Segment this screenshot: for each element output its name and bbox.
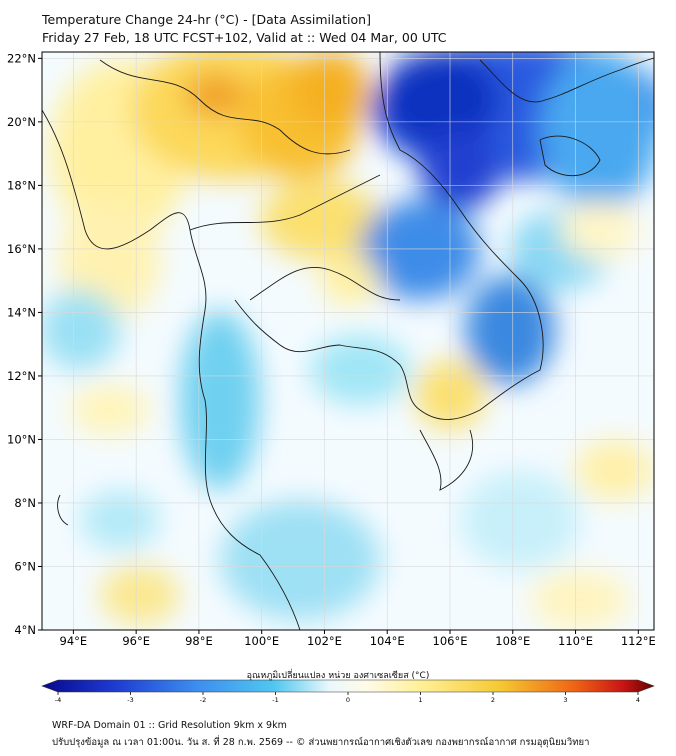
colorbar-ticks: -4 -3 -2 -1 0 1 2 3 4 [55,692,640,704]
colorbar-tick-label: 1 [418,696,422,704]
lon-label: 110°E [558,634,593,648]
coastlines-borders [42,52,654,630]
lat-label: 6°N [14,559,36,573]
lon-label: 94°E [60,634,88,648]
lon-label: 96°E [122,634,150,648]
lon-label: 102°E [307,634,342,648]
colorbar-tick-label: -2 [200,696,206,704]
footer-credit: ปรับปรุงข้อมูล ณ เวลา 01:00น. วัน ส. ที่… [52,737,590,748]
footer-model-info: WRF-DA Domain 01 :: Grid Resolution 9km … [52,720,287,731]
map-title: Temperature Change 24-hr (°C) - [Data As… [42,12,371,27]
lon-label: 112°E [621,634,656,648]
colorbar-tick-label: -4 [55,696,61,704]
lat-label: 4°N [14,623,36,637]
colorbar-tick-label: 3 [563,696,567,704]
longitude-labels: 94°E 96°E 98°E 100°E 102°E 104°E 106°E 108°E 110… [60,630,656,648]
colorbar-label: อุณหภูมิเปลี่ยนแปลง หน่วย องศาเซลเซียส (… [246,671,430,681]
lon-label: 108°E [495,634,530,648]
colorbar-tick-label: 4 [636,696,640,704]
colorbar-tick-label: -1 [272,696,278,704]
lat-label: 12°N [7,369,36,383]
colorbar-tick-label: -3 [127,696,133,704]
plot-frame [41,51,655,631]
colorbar-tick-label: 0 [346,696,350,704]
lon-label: 100°E [244,634,279,648]
lon-label: 98°E [185,634,213,648]
temperature-field [42,52,654,630]
lon-label: 106°E [433,634,468,648]
lon-label: 104°E [370,634,405,648]
latitude-labels: 22°N 20°N 18°N 16°N 14°N 12°N 10°N 8°N 6°N 4°N [7,51,42,637]
colorbar-tick-label: 2 [491,696,495,704]
map-subtitle: Friday 27 Feb, 18 UTC FCST+102, Valid at… [42,30,447,45]
lat-label: 20°N [7,115,36,129]
lat-label: 22°N [7,51,36,65]
lat-label: 8°N [14,496,36,510]
lat-label: 18°N [7,178,36,192]
lat-label: 10°N [7,432,36,446]
lat-label: 14°N [7,305,36,319]
colorbar: -4 -3 -2 -1 0 1 2 3 4 [41,679,655,704]
lat-label: 16°N [7,242,36,256]
